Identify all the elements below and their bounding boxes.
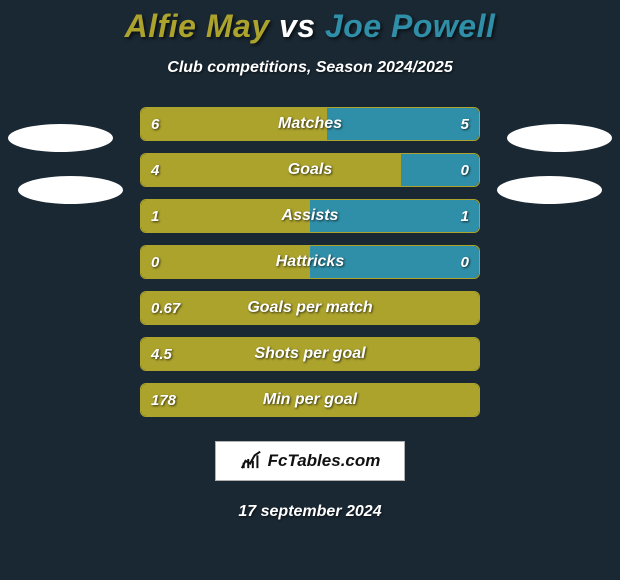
- stat-row: 4.5 Shots per goal: [140, 337, 480, 371]
- stat-row: 6 Matches 5: [140, 107, 480, 141]
- chart-bars-icon: [240, 448, 262, 475]
- bar-right: [310, 246, 479, 278]
- team-logo-left-2: [18, 176, 123, 204]
- bar-left: [141, 200, 310, 232]
- subtitle: Club competitions, Season 2024/2025: [0, 59, 620, 77]
- player1-name: Alfie May: [125, 8, 270, 44]
- comparison-card: Alfie May vs Joe Powell Club competition…: [0, 0, 620, 580]
- player2-name: Joe Powell: [325, 8, 495, 44]
- attribution-badge: FcTables.com: [215, 441, 405, 481]
- bar-left: [141, 292, 479, 324]
- footer-date: 17 september 2024: [0, 503, 620, 521]
- bar-left: [141, 338, 479, 370]
- team-logo-right-2: [497, 176, 602, 204]
- stat-row: 1 Assists 1: [140, 199, 480, 233]
- stat-row: 4 Goals 0: [140, 153, 480, 187]
- bar-left: [141, 246, 310, 278]
- title-vs: vs: [279, 8, 316, 44]
- bar-left: [141, 384, 479, 416]
- bar-right: [327, 108, 479, 140]
- stat-row: 0 Hattricks 0: [140, 245, 480, 279]
- stat-rows: 6 Matches 5 4 Goals 0 1 Assists 1 0 Hatt…: [0, 107, 620, 417]
- bar-left: [141, 154, 401, 186]
- bar-right: [310, 200, 479, 232]
- bar-right: [401, 154, 479, 186]
- team-logo-left-1: [8, 124, 113, 152]
- team-logo-right-1: [507, 124, 612, 152]
- stat-row: 0.67 Goals per match: [140, 291, 480, 325]
- stat-row: 178 Min per goal: [140, 383, 480, 417]
- title: Alfie May vs Joe Powell: [0, 8, 620, 45]
- attribution-text: FcTables.com: [268, 451, 381, 471]
- bar-left: [141, 108, 327, 140]
